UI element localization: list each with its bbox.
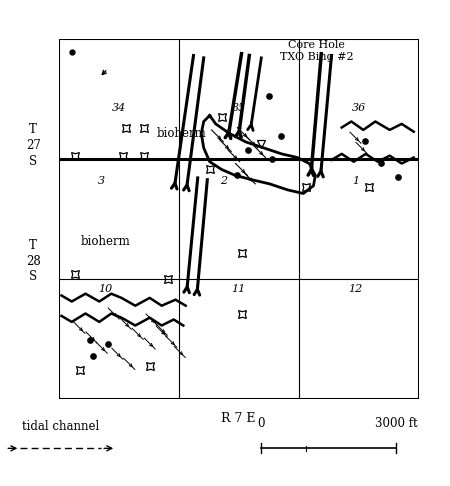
Text: tidal channel: tidal channel: [22, 420, 99, 434]
Text: 36: 36: [351, 103, 365, 113]
Text: 0: 0: [257, 417, 265, 430]
Text: 3: 3: [98, 176, 105, 187]
Text: 27: 27: [26, 139, 41, 152]
Text: 2: 2: [220, 176, 227, 187]
Text: 10: 10: [98, 284, 112, 295]
Text: S: S: [29, 270, 37, 283]
Text: 12: 12: [348, 284, 363, 295]
Text: 1: 1: [352, 176, 359, 187]
Text: T: T: [29, 123, 37, 137]
Text: 3000 ft: 3000 ft: [375, 417, 417, 430]
Text: bioherm: bioherm: [81, 235, 130, 248]
Text: S: S: [29, 155, 37, 168]
Text: 35: 35: [231, 103, 246, 113]
Text: 11: 11: [231, 284, 246, 295]
Text: 34: 34: [112, 103, 126, 113]
Text: R 7 E: R 7 E: [221, 412, 256, 425]
Text: T: T: [29, 239, 37, 252]
Text: Core Hole
TXO Bing #2: Core Hole TXO Bing #2: [280, 40, 353, 62]
Text: 28: 28: [26, 255, 40, 268]
Text: bioherm: bioherm: [157, 127, 207, 140]
